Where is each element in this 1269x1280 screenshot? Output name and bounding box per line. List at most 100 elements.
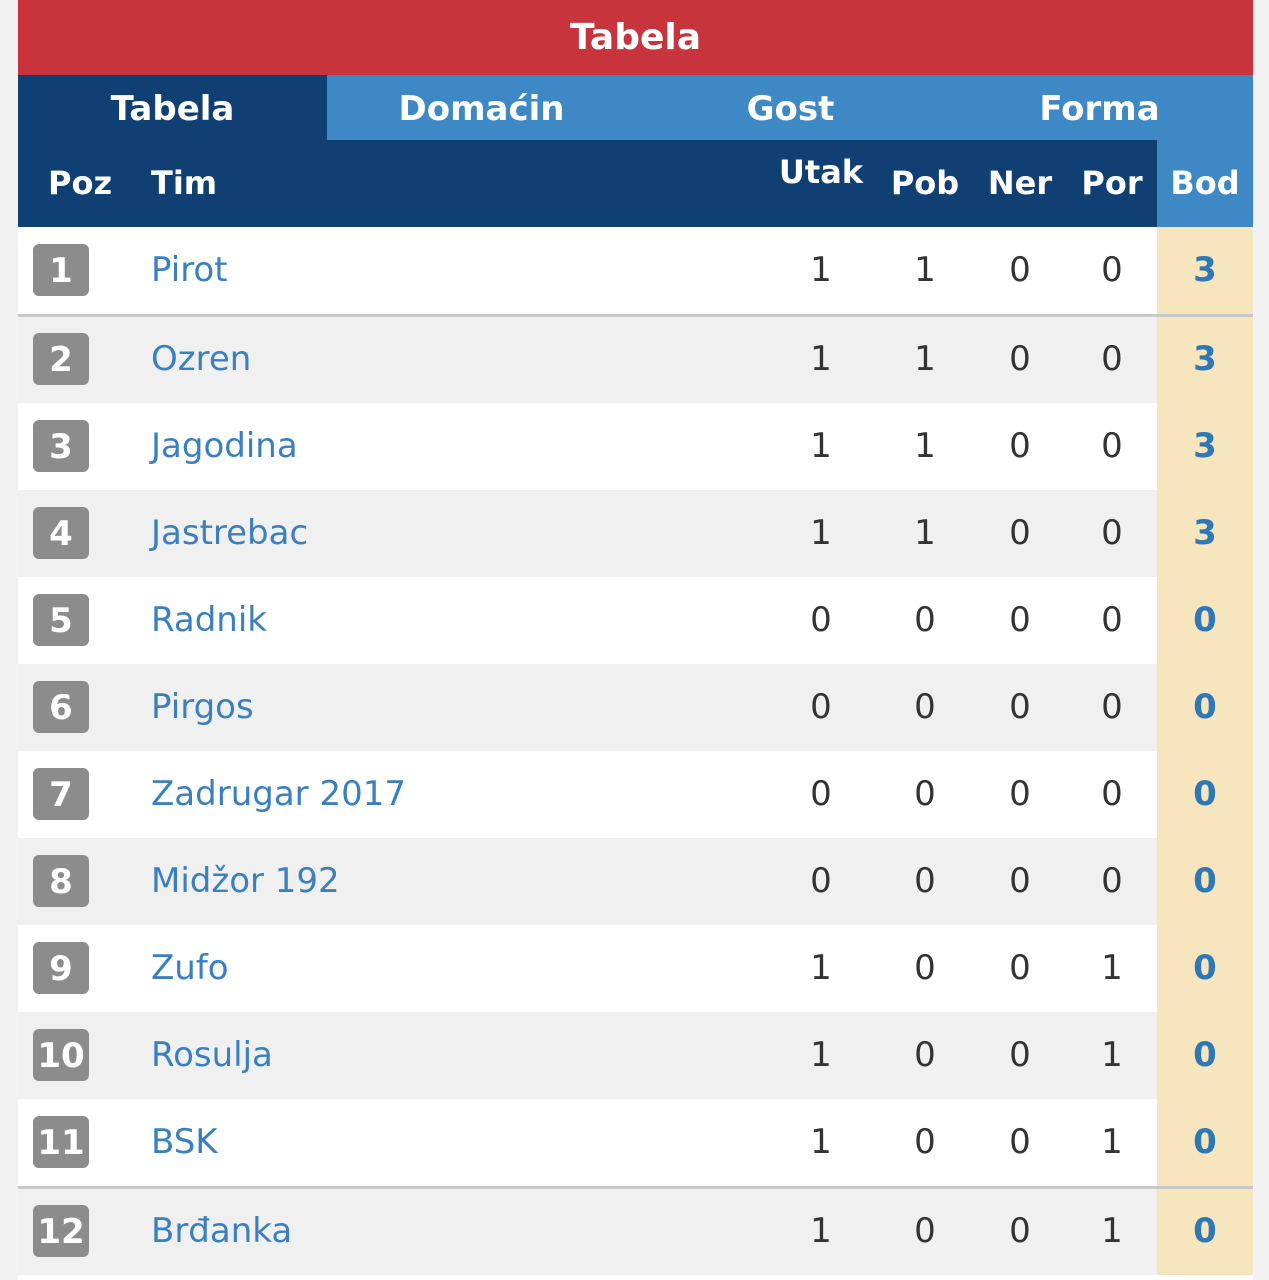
team-name[interactable]: Zadrugar 2017 — [151, 774, 406, 814]
stat-cell: 0 — [810, 774, 832, 814]
table-row: 8 Midžor 192 0 0 0 0 0 — [18, 838, 1253, 925]
points-cell: 0 — [1157, 751, 1253, 838]
stat-cell: 0 — [1101, 774, 1123, 814]
stat-cell: 0 — [914, 1122, 936, 1162]
stat-cell: 0 — [1009, 339, 1031, 379]
position-badge: 6 — [33, 681, 89, 733]
stat-cell: 0 — [810, 861, 832, 901]
stat-cell: 0 — [914, 1211, 936, 1251]
stat-cell: 1 — [914, 339, 936, 379]
position-badge: 5 — [33, 594, 89, 646]
stat-cell: 0 — [914, 861, 936, 901]
position-badge: 8 — [33, 855, 89, 907]
points-cell: 3 — [1157, 403, 1253, 490]
stat-cell: 1 — [810, 250, 832, 290]
table-row: 12 Brđanka 1 0 0 1 0 — [18, 1188, 1253, 1275]
team-name[interactable]: Radnik — [151, 600, 267, 640]
tab[interactable]: Gost — [746, 89, 835, 129]
team-name[interactable]: Rosulja — [151, 1035, 273, 1075]
table-row: 1 Pirot 1 1 0 0 3 — [18, 227, 1253, 314]
position-badge: 7 — [33, 768, 89, 820]
points-cell: 3 — [1157, 316, 1253, 403]
team-name[interactable]: Ozren — [151, 339, 252, 379]
stat-cell: 0 — [914, 774, 936, 814]
position-badge: 10 — [33, 1029, 89, 1081]
column-heading: Utak — [778, 153, 864, 191]
points-cell: 3 — [1157, 490, 1253, 577]
position-badge: 2 — [33, 333, 89, 385]
points-cell: 0 — [1157, 1012, 1253, 1099]
stat-cell: 1 — [914, 426, 936, 466]
column-heading: Tim — [151, 164, 218, 202]
stat-cell: 0 — [1009, 426, 1031, 466]
stat-cell: 0 — [1101, 250, 1123, 290]
team-name[interactable]: Jastrebac — [151, 513, 309, 553]
stat-cell: 1 — [1101, 1211, 1123, 1251]
stat-cell: 1 — [810, 339, 832, 379]
stat-cell: 0 — [914, 600, 936, 640]
column-heading: Pob — [890, 164, 960, 202]
stat-cell: 0 — [1009, 600, 1031, 640]
stat-cell: 1 — [810, 426, 832, 466]
points-cell: 0 — [1157, 925, 1253, 1012]
stat-cell: 1 — [810, 948, 832, 988]
stat-cell: 0 — [810, 687, 832, 727]
points-cell: 0 — [1157, 838, 1253, 925]
stat-cell: 0 — [1009, 1122, 1031, 1162]
stat-cell: 0 — [1101, 426, 1123, 466]
stat-cell: 0 — [914, 687, 936, 727]
column-heading: Poz — [48, 164, 113, 202]
team-name[interactable]: BSK — [151, 1122, 218, 1162]
team-name[interactable]: Zufo — [151, 948, 229, 988]
stat-cell: 0 — [1101, 687, 1123, 727]
row-separator — [18, 1186, 1253, 1189]
stat-cell: 0 — [1101, 513, 1123, 553]
stat-cell: 0 — [1101, 861, 1123, 901]
team-name[interactable]: Pirot — [151, 250, 228, 290]
stat-cell: 1 — [1101, 948, 1123, 988]
position-badge: 11 — [33, 1116, 89, 1168]
table-row: 9 Zufo 1 0 0 1 0 — [18, 925, 1253, 1012]
team-name[interactable]: Jagodina — [151, 426, 298, 466]
tab[interactable]: Forma — [1039, 89, 1160, 129]
position-badge: 9 — [33, 942, 89, 994]
stat-cell: 1 — [810, 1211, 832, 1251]
column-header: Poz Tim Utak Pob Ner Por Bod — [18, 140, 1253, 227]
table-row: 7 Zadrugar 2017 0 0 0 0 0 — [18, 751, 1253, 838]
table-row: 10 Rosulja 1 0 0 1 0 — [18, 1012, 1253, 1099]
column-heading: Ner — [987, 164, 1053, 202]
stat-cell: 0 — [1009, 687, 1031, 727]
stat-cell: 1 — [1101, 1122, 1123, 1162]
tab[interactable]: Domaćin — [398, 89, 565, 129]
stat-cell: 1 — [914, 250, 936, 290]
stat-cell: 0 — [1009, 948, 1031, 988]
stat-cell: 1 — [810, 513, 832, 553]
points-cell: 3 — [1157, 227, 1253, 314]
stat-cell: 0 — [1009, 1211, 1031, 1251]
standings-widget: Tabela Tabela Domaćin Gost Forma Poz Tim Utak… — [18, 0, 1253, 1280]
table-row: 11 BSK 1 0 0 1 0 — [18, 1099, 1253, 1186]
position-badge: 12 — [33, 1205, 89, 1257]
stat-cell: 1 — [914, 513, 936, 553]
stat-cell: 0 — [810, 600, 832, 640]
stat-cell: 0 — [1009, 1035, 1031, 1075]
table-row: 4 Jastrebac 1 1 0 0 3 — [18, 490, 1253, 577]
position-badge: 1 — [33, 244, 89, 296]
tab[interactable]: Tabela — [18, 75, 327, 140]
team-name[interactable]: Brđanka — [151, 1211, 293, 1251]
stat-cell: 1 — [1101, 1035, 1123, 1075]
stat-cell: 0 — [1009, 250, 1031, 290]
stat-cell: 0 — [1009, 774, 1031, 814]
points-cell: 0 — [1157, 577, 1253, 664]
stat-cell: 0 — [914, 948, 936, 988]
row-separator — [18, 314, 1253, 317]
stat-cell: 0 — [914, 1035, 936, 1075]
table-row: 6 Pirgos 0 0 0 0 0 — [18, 664, 1253, 751]
stat-cell: 0 — [1009, 513, 1031, 553]
stat-cell: 0 — [1009, 861, 1031, 901]
points-cell: 0 — [1157, 1099, 1253, 1186]
stat-cell: 1 — [810, 1122, 832, 1162]
team-name[interactable]: Pirgos — [151, 687, 254, 727]
team-name[interactable]: Midžor 192 — [151, 861, 340, 901]
